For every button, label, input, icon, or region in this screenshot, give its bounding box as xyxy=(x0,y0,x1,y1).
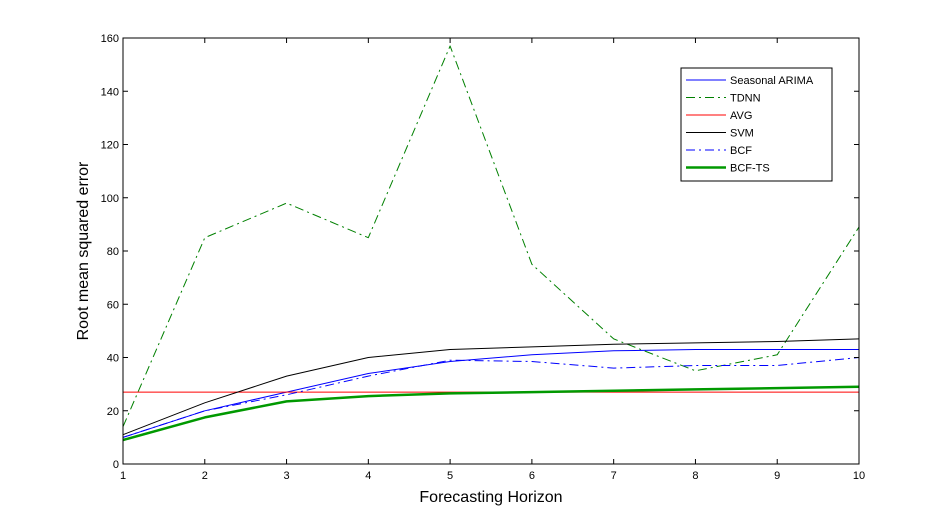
legend-label-1: Seasonal ARIMA xyxy=(730,75,814,87)
y-tick-label: 80 xyxy=(107,246,119,258)
series-line-5 xyxy=(122,357,860,438)
y-tick-label: 20 xyxy=(107,406,119,418)
series-layer xyxy=(122,45,860,442)
series-line-2 xyxy=(122,45,860,427)
series-line-4 xyxy=(122,338,860,436)
y-tick-label: 120 xyxy=(101,140,119,152)
legend-label-2: TDNN xyxy=(730,93,761,105)
x-tick-label: 8 xyxy=(692,470,698,482)
x-tick-label: 4 xyxy=(365,470,371,482)
x-tick-label: 1 xyxy=(120,470,126,482)
legend: Seasonal ARIMA TDNN AVG SVM BCF BCF-TS xyxy=(680,67,833,182)
y-tick-label: 140 xyxy=(101,86,119,98)
legend-label-4: SVM xyxy=(730,128,754,140)
x-tick-label: 9 xyxy=(774,470,780,482)
x-tick-label: 7 xyxy=(611,470,617,482)
x-tick-label: 2 xyxy=(202,470,208,482)
series-line-1 xyxy=(122,349,859,438)
y-tick-label: 0 xyxy=(113,459,119,471)
y-tick-label: 60 xyxy=(107,299,119,311)
x-tick-label: 3 xyxy=(283,470,289,482)
x-tick-label: 10 xyxy=(853,470,865,482)
x-tick-label: 5 xyxy=(447,470,453,482)
x-axis-title: Forecasting Horizon xyxy=(419,489,562,506)
y-axis-title: Root mean squared error xyxy=(75,161,92,340)
legend-box xyxy=(680,67,833,182)
legend-label-5: BCF xyxy=(730,145,752,157)
y-tick-label: 160 xyxy=(101,33,119,45)
legend-label-3: AVG xyxy=(730,110,752,122)
series-line-6 xyxy=(122,385,860,442)
x-tick-label: 6 xyxy=(529,470,535,482)
y-tick-label: 40 xyxy=(107,353,119,365)
y-tick-label: 100 xyxy=(101,193,119,205)
legend-label-6: BCF-TS xyxy=(730,163,770,175)
